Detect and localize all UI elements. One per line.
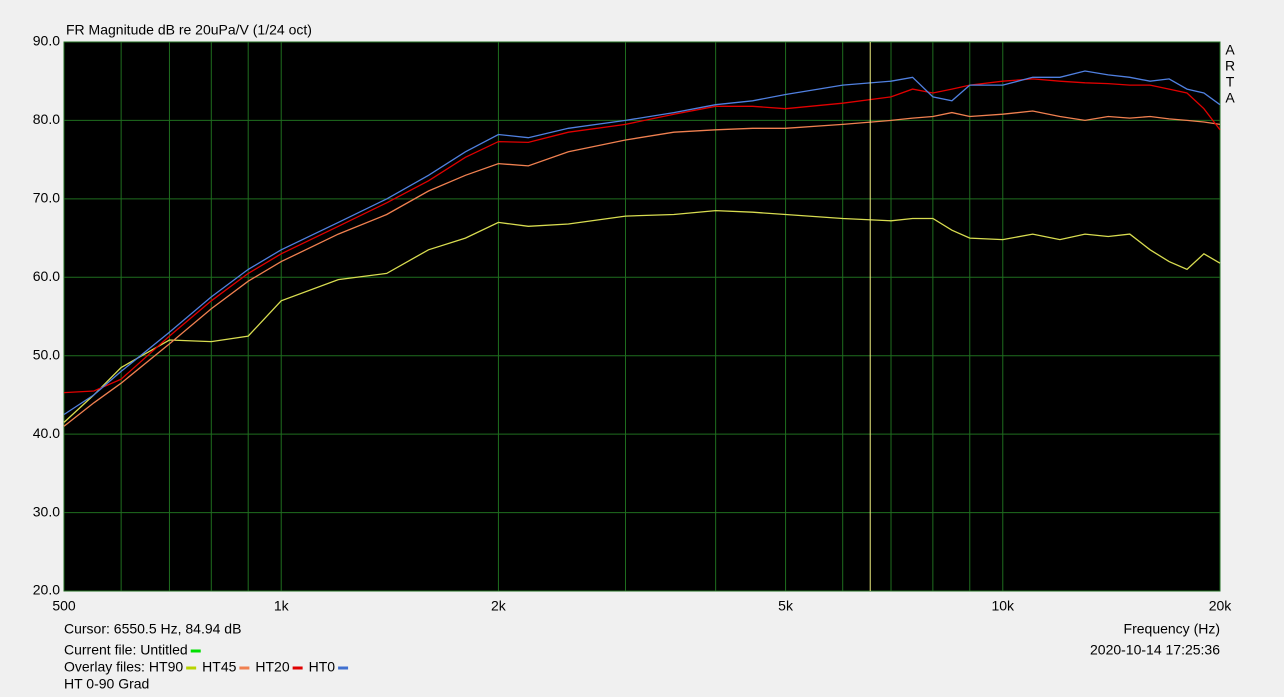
series-line [63,70,1221,416]
y-tick-label: 20.0 [33,582,60,598]
series-line [63,209,1221,423]
y-tick-label: 40.0 [33,425,60,441]
chart-title: FR Magnitude dB re 20uPa/V (1/24 oct) [66,22,312,38]
plot-border [63,41,1221,592]
timestamp: 2020-10-14 17:25:36 [1090,642,1220,658]
x-tick-label: 2k [491,598,507,614]
x-tick-label: 10k [991,598,1015,614]
legend-label: HT90 [149,659,183,675]
series-line [63,110,1221,427]
series-line [63,78,1221,394]
plot-area [64,42,1220,591]
cursor-readout: Cursor: 6550.5 Hz, 84.94 dB [64,621,241,637]
y-tick-label: 50.0 [33,346,60,362]
overlay-label: Overlay files: [64,659,145,675]
legend-label: HT20 [255,659,289,675]
x-tick-label: 1k [274,598,290,614]
y-tick-label: 70.0 [33,190,60,206]
watermark-letter: A [1225,42,1235,58]
watermark-letter: A [1225,90,1235,106]
x-tick-label: 5k [778,598,794,614]
y-tick-label: 30.0 [33,503,60,519]
y-tick-label: 60.0 [33,268,60,284]
caption: HT 0-90 Grad [64,676,149,692]
y-tick-label: 80.0 [33,111,60,127]
x-tick-label: 500 [52,598,76,614]
x-axis-label: Frequency (Hz) [1124,621,1220,637]
watermark-letter: R [1225,58,1235,74]
legend-label: HT0 [309,659,336,675]
y-tick-label: 90.0 [33,33,60,49]
watermark-letter: T [1226,74,1235,90]
x-tick-label: 20k [1209,598,1233,614]
current-file: Current file: Untitled [64,642,188,658]
legend-label: HT45 [202,659,236,675]
